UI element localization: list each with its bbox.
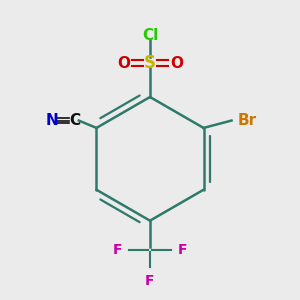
Text: O: O (117, 56, 130, 70)
Text: S: S (144, 54, 156, 72)
Text: Br: Br (237, 113, 256, 128)
Text: F: F (112, 243, 122, 257)
Text: O: O (170, 56, 183, 70)
Text: N: N (46, 113, 59, 128)
Text: F: F (178, 243, 188, 257)
Text: C: C (69, 113, 80, 128)
Text: Cl: Cl (142, 28, 158, 43)
Text: F: F (145, 274, 155, 288)
